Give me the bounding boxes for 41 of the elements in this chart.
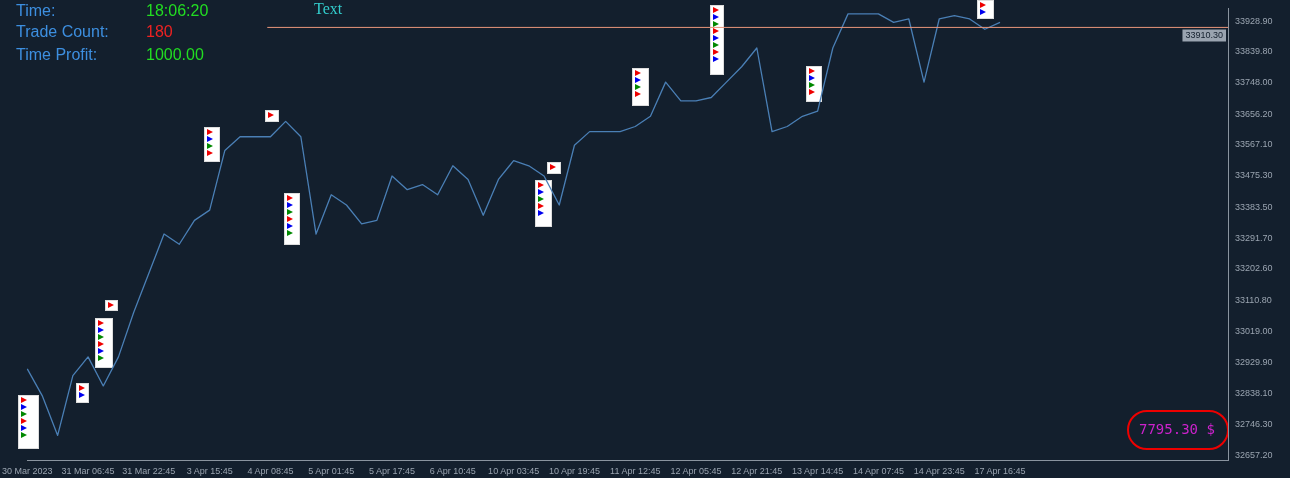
y-tick-label: 33748.00: [1235, 77, 1273, 88]
x-tick-label: 10 Apr 03:45: [488, 465, 540, 476]
y-tick-label: 32838.10: [1235, 387, 1273, 398]
annotation: Trade Count:: [16, 23, 109, 40]
y-tick-label: 33019.00: [1235, 326, 1273, 337]
x-tick-label: 6 Apr 10:45: [429, 465, 476, 476]
annotation: 1000.00: [146, 46, 204, 63]
annotation: Time:: [16, 2, 56, 19]
x-tick-label: 30 Mar 2023: [1, 465, 53, 476]
x-tick-label: 14 Apr 07:45: [852, 465, 904, 476]
annotation: 7795.30 $: [1139, 421, 1215, 437]
x-tick-label: 3 Apr 15:45: [186, 465, 233, 476]
y-tick-label: 33567.10: [1235, 139, 1273, 150]
annotation: 18:06:20: [146, 2, 209, 19]
x-tick-label: 12 Apr 05:45: [670, 465, 722, 476]
x-tick-label: 31 Mar 22:45: [122, 465, 176, 476]
x-tick-label: 11 Apr 12:45: [610, 465, 661, 476]
x-tick-label: 10 Apr 19:45: [548, 465, 600, 476]
y-tick-label: 33475.30: [1235, 170, 1273, 181]
y-tick-label: 33839.80: [1235, 45, 1273, 56]
x-tick-label: 5 Apr 01:45: [308, 465, 355, 476]
y-tick-label: 32929.90: [1235, 356, 1273, 367]
x-tick-label: 12 Apr 21:45: [731, 465, 783, 476]
annotation: 180: [146, 23, 173, 40]
annotation: Text: [314, 0, 343, 17]
x-tick-label: 13 Apr 14:45: [792, 465, 844, 476]
y-tick-label: 33928.90: [1235, 15, 1273, 26]
x-tick-label: 17 Apr 16:45: [974, 465, 1026, 476]
y-tick-label: 33202.60: [1235, 263, 1273, 274]
y-tick-label: 32746.30: [1235, 419, 1273, 430]
x-tick-label: 31 Mar 06:45: [61, 465, 115, 476]
y-tick-label: 33110.80: [1235, 294, 1272, 305]
y-tick-label: 32657.20: [1235, 449, 1273, 460]
y-tick-label: 33383.50: [1235, 201, 1273, 212]
ref-line-label: 33910.30: [1185, 29, 1224, 40]
y-tick-label: 33656.20: [1235, 108, 1273, 119]
y-tick-label: 33291.70: [1235, 233, 1273, 244]
annotation: Time Profit:: [16, 46, 98, 63]
x-tick-label: 4 Apr 08:45: [247, 465, 294, 476]
x-tick-label: 14 Apr 23:45: [913, 465, 965, 476]
x-tick-label: 5 Apr 17:45: [369, 465, 416, 476]
